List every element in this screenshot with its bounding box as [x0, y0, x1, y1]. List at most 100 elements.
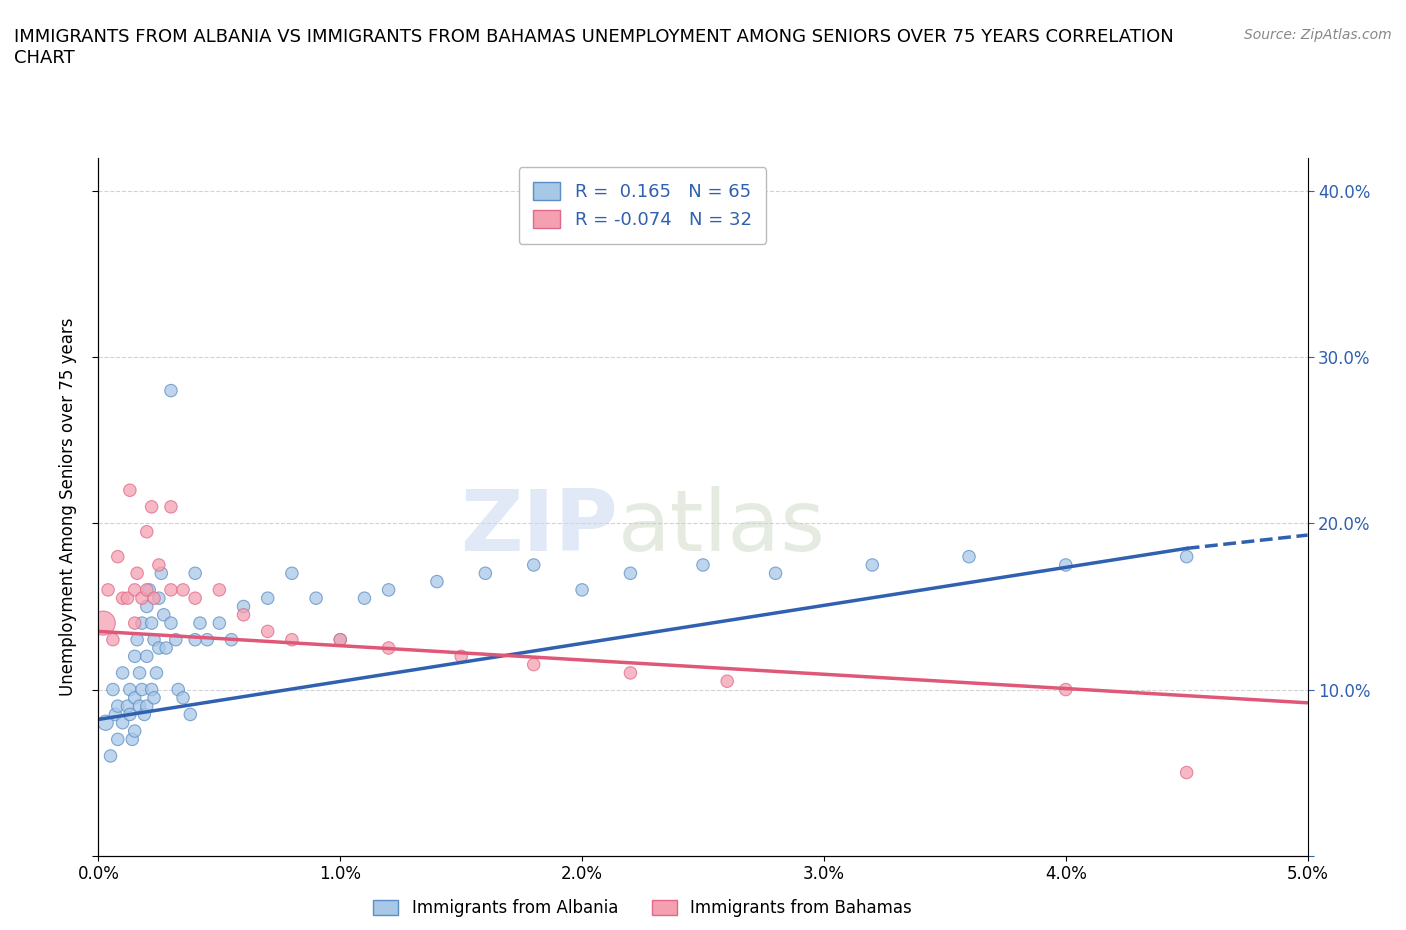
Point: [145, 666, 167, 681]
Point: [195, 632, 218, 647]
Point: [329, 632, 352, 647]
Text: Source: ZipAtlas.com: Source: ZipAtlas.com: [1244, 28, 1392, 42]
Point: [1054, 682, 1077, 697]
Point: [1175, 550, 1198, 565]
Point: [450, 649, 472, 664]
Point: [160, 582, 183, 597]
Point: [107, 698, 129, 713]
Point: [155, 641, 177, 656]
Point: [426, 574, 449, 589]
Point: [134, 707, 156, 722]
Point: [692, 558, 714, 573]
Point: [141, 682, 163, 697]
Point: [124, 616, 146, 631]
Text: atlas: atlas: [619, 486, 827, 569]
Point: [141, 616, 163, 631]
Point: [232, 607, 254, 622]
Point: [353, 591, 375, 605]
Point: [131, 591, 153, 605]
Point: [765, 565, 787, 580]
Point: [118, 483, 141, 498]
Point: [138, 582, 160, 597]
Point: [124, 690, 146, 705]
Point: [135, 525, 157, 539]
Point: [111, 715, 134, 730]
Y-axis label: Unemployment Among Seniors over 75 years: Unemployment Among Seniors over 75 years: [59, 318, 77, 696]
Point: [121, 732, 143, 747]
Point: [91, 616, 114, 631]
Point: [94, 715, 117, 730]
Point: [117, 698, 139, 713]
Legend: Immigrants from Albania, Immigrants from Bahamas: Immigrants from Albania, Immigrants from…: [367, 893, 918, 924]
Point: [101, 682, 124, 697]
Point: [167, 682, 190, 697]
Point: [117, 591, 139, 605]
Point: [104, 707, 127, 722]
Point: [124, 724, 146, 738]
Point: [305, 591, 328, 605]
Point: [256, 624, 278, 639]
Point: [160, 499, 183, 514]
Point: [135, 698, 157, 713]
Point: [716, 673, 738, 688]
Point: [474, 565, 496, 580]
Point: [131, 682, 153, 697]
Point: [160, 383, 183, 398]
Point: [208, 582, 231, 597]
Point: [127, 632, 149, 647]
Point: [188, 616, 211, 631]
Point: [571, 582, 593, 597]
Point: [143, 591, 166, 605]
Point: [118, 682, 141, 697]
Point: [148, 641, 170, 656]
Point: [148, 558, 170, 573]
Point: [377, 641, 399, 656]
Point: [111, 666, 134, 681]
Point: [184, 591, 207, 605]
Point: [150, 565, 173, 580]
Point: [619, 565, 641, 580]
Point: [523, 558, 546, 573]
Point: [160, 616, 183, 631]
Point: [208, 616, 231, 631]
Point: [128, 698, 150, 713]
Point: [256, 591, 278, 605]
Point: [179, 707, 201, 722]
Point: [135, 649, 157, 664]
Point: [131, 616, 153, 631]
Point: [281, 632, 304, 647]
Point: [184, 632, 207, 647]
Point: [957, 550, 980, 565]
Point: [124, 649, 146, 664]
Point: [107, 550, 129, 565]
Point: [523, 658, 546, 672]
Point: [100, 749, 122, 764]
Point: [128, 666, 150, 681]
Text: ZIP: ZIP: [461, 486, 619, 569]
Point: [232, 599, 254, 614]
Point: [141, 499, 163, 514]
Point: [97, 582, 120, 597]
Point: [172, 582, 194, 597]
Point: [101, 632, 124, 647]
Point: [184, 565, 207, 580]
Point: [1054, 558, 1077, 573]
Point: [221, 632, 243, 647]
Point: [1175, 765, 1198, 780]
Text: IMMIGRANTS FROM ALBANIA VS IMMIGRANTS FROM BAHAMAS UNEMPLOYMENT AMONG SENIORS OV: IMMIGRANTS FROM ALBANIA VS IMMIGRANTS FR…: [14, 28, 1174, 67]
Point: [860, 558, 883, 573]
Point: [135, 582, 157, 597]
Point: [118, 707, 141, 722]
Point: [135, 599, 157, 614]
Point: [143, 632, 166, 647]
Point: [143, 690, 166, 705]
Point: [619, 666, 641, 681]
Point: [165, 632, 187, 647]
Point: [377, 582, 399, 597]
Point: [124, 582, 146, 597]
Point: [152, 607, 174, 622]
Point: [107, 732, 129, 747]
Point: [172, 690, 194, 705]
Point: [329, 632, 352, 647]
Point: [281, 565, 304, 580]
